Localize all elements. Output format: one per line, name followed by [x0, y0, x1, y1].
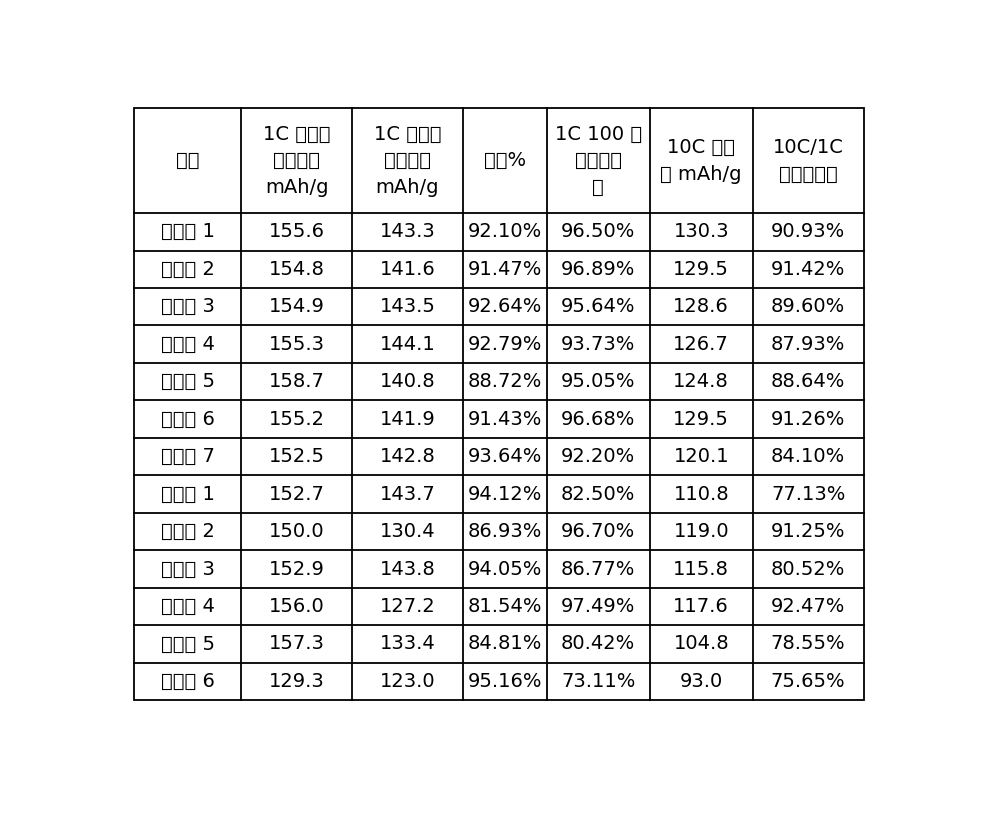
Text: 130.4: 130.4: [380, 522, 435, 541]
Text: 91.47%: 91.47%: [468, 260, 542, 279]
Text: 89.60%: 89.60%: [771, 297, 845, 316]
Text: 96.68%: 96.68%: [561, 409, 635, 429]
Text: 119.0: 119.0: [673, 522, 729, 541]
Text: 126.7: 126.7: [673, 335, 729, 354]
Text: 127.2: 127.2: [380, 597, 435, 616]
Text: 93.73%: 93.73%: [561, 335, 635, 354]
Text: 92.10%: 92.10%: [468, 222, 542, 242]
Text: 156.0: 156.0: [269, 597, 325, 616]
Text: 143.5: 143.5: [380, 297, 435, 316]
Text: 80.52%: 80.52%: [771, 560, 845, 579]
Text: 104.8: 104.8: [673, 634, 729, 654]
Text: 86.77%: 86.77%: [561, 560, 635, 579]
Text: 144.1: 144.1: [380, 335, 435, 354]
Text: 143.3: 143.3: [380, 222, 435, 242]
Text: 95.05%: 95.05%: [561, 373, 635, 391]
Text: 155.6: 155.6: [269, 222, 325, 242]
Text: 152.7: 152.7: [269, 485, 325, 503]
Text: 140.8: 140.8: [380, 373, 435, 391]
Text: 124.8: 124.8: [673, 373, 729, 391]
Text: 82.50%: 82.50%: [561, 485, 635, 503]
Text: 96.70%: 96.70%: [561, 522, 635, 541]
Text: 81.54%: 81.54%: [468, 597, 542, 616]
Text: 93.0: 93.0: [680, 672, 723, 691]
Text: 93.64%: 93.64%: [468, 447, 542, 466]
Text: 92.64%: 92.64%: [468, 297, 542, 316]
Text: 94.12%: 94.12%: [468, 485, 542, 503]
Text: 154.8: 154.8: [269, 260, 325, 279]
Text: 10C/1C
容量保持率: 10C/1C 容量保持率: [773, 138, 844, 184]
Text: 75.65%: 75.65%: [771, 672, 845, 691]
Text: 对比例 2: 对比例 2: [161, 522, 215, 541]
Text: 91.26%: 91.26%: [771, 409, 845, 429]
Text: 86.93%: 86.93%: [468, 522, 542, 541]
Text: 115.8: 115.8: [673, 560, 729, 579]
Text: 133.4: 133.4: [380, 634, 435, 654]
Text: 77.13%: 77.13%: [771, 485, 845, 503]
Text: 80.42%: 80.42%: [561, 634, 635, 654]
Text: 141.6: 141.6: [380, 260, 435, 279]
Text: 对比例 3: 对比例 3: [161, 560, 215, 579]
Text: 1C 首次放
电比容量
mAh/g: 1C 首次放 电比容量 mAh/g: [374, 125, 441, 197]
Text: 154.9: 154.9: [269, 297, 325, 316]
Text: 对比例 5: 对比例 5: [161, 634, 215, 654]
Text: 91.43%: 91.43%: [468, 409, 542, 429]
Text: 150.0: 150.0: [269, 522, 324, 541]
Text: 95.64%: 95.64%: [561, 297, 635, 316]
Text: 155.3: 155.3: [269, 335, 325, 354]
Text: 143.7: 143.7: [380, 485, 435, 503]
Text: 152.5: 152.5: [269, 447, 325, 466]
Text: 129.5: 129.5: [673, 409, 729, 429]
Text: 88.64%: 88.64%: [771, 373, 845, 391]
Text: 94.05%: 94.05%: [468, 560, 542, 579]
Text: 1C 100 圈
容量保持
率: 1C 100 圈 容量保持 率: [555, 125, 642, 197]
Text: 1C 首次充
电比容量
mAh/g: 1C 首次充 电比容量 mAh/g: [263, 125, 330, 197]
Text: 87.93%: 87.93%: [771, 335, 845, 354]
Text: 84.81%: 84.81%: [468, 634, 542, 654]
Text: 78.55%: 78.55%: [771, 634, 845, 654]
Text: 对比例 4: 对比例 4: [161, 597, 215, 616]
Text: 91.25%: 91.25%: [771, 522, 845, 541]
Text: 92.47%: 92.47%: [771, 597, 845, 616]
Text: 对比例 6: 对比例 6: [161, 672, 215, 691]
Text: 123.0: 123.0: [380, 672, 435, 691]
Text: 90.93%: 90.93%: [771, 222, 845, 242]
Text: 143.8: 143.8: [380, 560, 435, 579]
Text: 117.6: 117.6: [673, 597, 729, 616]
Text: 129.5: 129.5: [673, 260, 729, 279]
Text: 10C 比容
量 mAh/g: 10C 比容 量 mAh/g: [660, 138, 742, 184]
Text: 实施例 7: 实施例 7: [161, 447, 215, 466]
Text: 152.9: 152.9: [269, 560, 325, 579]
Text: 95.16%: 95.16%: [468, 672, 542, 691]
Text: 84.10%: 84.10%: [771, 447, 845, 466]
Text: 92.20%: 92.20%: [561, 447, 635, 466]
Text: 92.79%: 92.79%: [468, 335, 542, 354]
Text: 实施例 5: 实施例 5: [161, 373, 215, 391]
Text: 实施例 1: 实施例 1: [161, 222, 215, 242]
Text: 157.3: 157.3: [269, 634, 325, 654]
Text: 73.11%: 73.11%: [561, 672, 635, 691]
Text: 首效%: 首效%: [484, 151, 526, 170]
Text: 样品: 样品: [176, 151, 200, 170]
Text: 142.8: 142.8: [380, 447, 435, 466]
Text: 110.8: 110.8: [673, 485, 729, 503]
Text: 实施例 6: 实施例 6: [161, 409, 215, 429]
Text: 实施例 3: 实施例 3: [161, 297, 215, 316]
Text: 128.6: 128.6: [673, 297, 729, 316]
Text: 实施例 4: 实施例 4: [161, 335, 215, 354]
Text: 91.42%: 91.42%: [771, 260, 845, 279]
Text: 141.9: 141.9: [380, 409, 435, 429]
Text: 对比例 1: 对比例 1: [161, 485, 215, 503]
Text: 97.49%: 97.49%: [561, 597, 635, 616]
Text: 155.2: 155.2: [269, 409, 325, 429]
Text: 96.89%: 96.89%: [561, 260, 635, 279]
Text: 88.72%: 88.72%: [468, 373, 542, 391]
Text: 129.3: 129.3: [269, 672, 325, 691]
Text: 96.50%: 96.50%: [561, 222, 635, 242]
Text: 158.7: 158.7: [269, 373, 325, 391]
Text: 实施例 2: 实施例 2: [161, 260, 215, 279]
Text: 130.3: 130.3: [673, 222, 729, 242]
Text: 120.1: 120.1: [673, 447, 729, 466]
